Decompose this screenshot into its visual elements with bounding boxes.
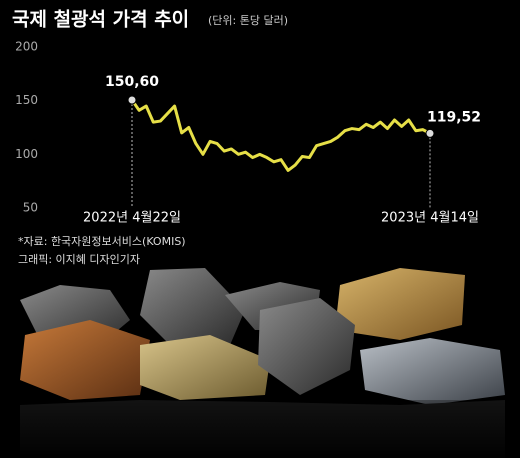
rock [360, 338, 505, 405]
rocks-photo [0, 268, 520, 458]
x-tick-label: 2023년 4월14일 [381, 211, 479, 226]
y-tick-label: 150 [15, 93, 38, 107]
rock [140, 268, 245, 345]
credit: 그래픽: 이지혜 디자인기자 [18, 253, 140, 266]
chart-subtitle: (단위: 톤당 달러) [208, 14, 288, 27]
value-label: 150,60 [105, 74, 159, 90]
point [127, 95, 137, 105]
source: *자료: 한국자원정보서비스(KOMIS) [18, 235, 186, 248]
rock [140, 335, 270, 400]
floor-shade [0, 400, 520, 458]
y-tick-label: 100 [15, 147, 38, 161]
rock [258, 298, 355, 395]
chart-title: 국제 철광석 가격 추이 [12, 9, 189, 31]
y-tick-label: 200 [15, 40, 38, 54]
line [130, 99, 431, 172]
point [425, 128, 435, 138]
rock [20, 320, 150, 400]
x-tick-label: 2022년 4월22일 [83, 211, 181, 226]
value-label: 119,52 [427, 109, 481, 125]
y-tick-label: 50 [23, 201, 38, 215]
rock [335, 268, 465, 340]
